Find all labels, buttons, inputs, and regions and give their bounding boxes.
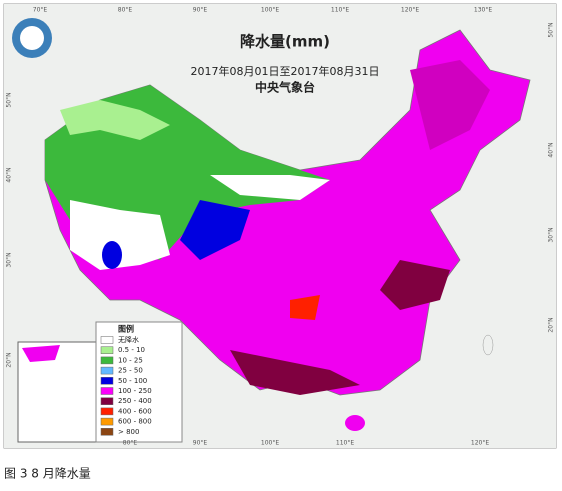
legend-swatch: [100, 428, 114, 436]
dry-area: [210, 175, 330, 200]
lon-label: 130°E: [474, 7, 492, 14]
south-heavy: [230, 350, 360, 395]
source: 中央气象台: [255, 80, 315, 95]
dry-area: [70, 200, 170, 270]
lon-label: 80°E: [123, 440, 138, 447]
east-heavy: [380, 260, 450, 310]
lon-label: 80°E: [118, 7, 133, 14]
legend-swatch: [100, 407, 114, 416]
blue-spot: [102, 241, 122, 269]
legend-label: 600 - 800: [118, 418, 152, 426]
taiwan: [482, 334, 494, 356]
lon-label: 90°E: [193, 440, 208, 447]
graticule-labels: 70°E 80°E 90°E 100°E 110°E 120°E 130°E 80°E 90°E…: [6, 7, 555, 447]
legend-swatch: [100, 336, 114, 344]
red-spot: [290, 295, 320, 320]
lat-label: 40°N: [548, 142, 555, 157]
legend-label: 25 - 50: [118, 367, 143, 375]
legend-title: 图例: [118, 324, 134, 334]
period: 2017年08月01日至2017年08月31日: [191, 64, 380, 78]
legend-label: > 800: [118, 428, 139, 436]
lon-label: 120°E: [471, 440, 489, 447]
legend-swatch: [100, 346, 114, 354]
legend-label: 10 - 25: [118, 356, 143, 364]
legend-label: 400 - 600: [118, 407, 152, 415]
lon-label: 90°E: [193, 7, 208, 14]
lat-label: 50°N: [548, 22, 555, 37]
legend-swatch: [100, 356, 114, 365]
lat-label: 30°N: [548, 227, 555, 242]
legend-label: 0.5 - 10: [118, 346, 145, 354]
lat-label: 30°N: [6, 252, 13, 267]
hainan: [345, 415, 365, 431]
blue-band: [180, 200, 250, 260]
legend-swatch: [100, 366, 114, 375]
inset-land: [22, 345, 60, 362]
legend-swatch: [100, 377, 114, 385]
lon-label: 70°E: [33, 7, 48, 14]
legend-label: 50 - 100: [118, 377, 147, 385]
lon-label: 100°E: [261, 7, 279, 14]
lat-label: 50°N: [6, 92, 13, 107]
lon-label: 110°E: [336, 440, 354, 447]
legend-label: 100 - 250: [118, 387, 152, 395]
legend-swatch: [100, 397, 114, 405]
legend-label: 250 - 400: [118, 397, 152, 405]
caption: 图 3 8 月降水量: [4, 467, 91, 481]
northeast-heavy: [410, 60, 490, 150]
lon-label: 100°E: [261, 440, 279, 447]
legend-label: 无降水: [118, 335, 139, 344]
lon-label: 120°E: [401, 7, 419, 14]
legend-swatch: [100, 387, 114, 395]
northwest-light: [60, 100, 170, 140]
lat-label: 20°N: [548, 317, 555, 332]
lat-label: 40°N: [6, 167, 13, 182]
legend-items: 无降水 0.5 - 10 10 - 25 25 - 50 50 - 100 100 - 2…: [100, 335, 152, 436]
title: 降水量(mm): [240, 33, 330, 51]
lat-label: 20°N: [6, 352, 13, 367]
legend-swatch: [100, 417, 114, 426]
logo-inner: [20, 26, 44, 50]
lon-label: 110°E: [331, 7, 349, 14]
